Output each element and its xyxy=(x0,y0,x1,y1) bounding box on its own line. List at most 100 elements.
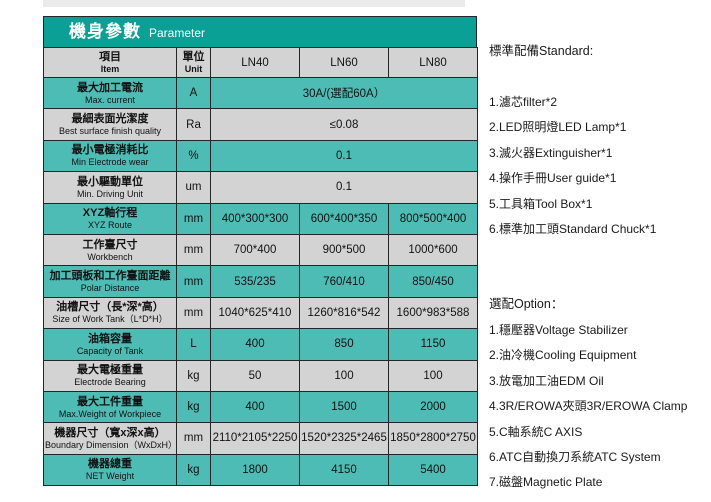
item-cell: 油槽尺寸（長*深*高） Size of Work Tank（L*D*H） xyxy=(43,296,177,330)
value-cell: 100 xyxy=(388,359,478,392)
item-cell: 機器總重 NET Weight xyxy=(43,453,177,487)
value-cell: ≤0.08 xyxy=(210,108,478,141)
list-item: 4.3R/EROWA夾頭3R/EROWA Clamp xyxy=(489,399,688,414)
value-cell: 400 xyxy=(210,390,300,424)
table-row: 油箱容量 Capacity of Tank L 400 850 1150 xyxy=(43,328,478,361)
value-cell: 1800 xyxy=(210,453,300,487)
options-list: 1.穩壓器Voltage Stabilizer 2.油冷機Cooling Equi… xyxy=(489,324,709,489)
item-cell: 最大加工電流 Max. current xyxy=(43,76,177,110)
item-label-zh: 最大電極重量 xyxy=(77,364,143,377)
column-header-item: 項目 Item xyxy=(43,47,177,78)
table-row: 機器尺寸（寬x深x高） Boundary Dimension（WxDxH） mm 21… xyxy=(43,422,478,455)
unit-cell: mm xyxy=(176,233,211,267)
value-cell: 4150 xyxy=(299,453,389,487)
table-row: 最細表面光潔度 Best surface finish quality Ra ≤0.0… xyxy=(43,108,478,141)
list-item: 4.操作手冊User guide*1 xyxy=(489,171,617,186)
options-section: 選配Option： 1.穩壓器Voltage Stabilizer 2.油冷機Co… xyxy=(489,297,709,502)
item-label-zh: 最大工件重量 xyxy=(77,395,143,408)
unit-cell: mm xyxy=(176,202,211,235)
table-row: 加工頭板和工作臺面距離 Polar Distance mm 535/235 760/41… xyxy=(43,265,478,298)
unit-cell: mm xyxy=(176,296,211,330)
table-row: 最小電極消耗比 Min Electrode wear% 0.1 xyxy=(43,139,478,173)
unit-cell: % xyxy=(176,139,211,173)
list-item: 3.放電加工油EDM Oil xyxy=(489,373,604,388)
item-cell: 最細表面光潔度 Best surface finish quality xyxy=(43,108,177,141)
unit-cell: Ra xyxy=(176,108,211,141)
standard-heading: 標準配備Standard: xyxy=(489,44,594,58)
table-row: 最大電極重量 Electrode Bearing kg 50 100 100 xyxy=(43,359,478,392)
item-label-zh: 加工頭板和工作臺面距離 xyxy=(49,270,171,283)
list-item: 3.滅火器Extinguisher*1 xyxy=(489,145,613,160)
item-cell: 機器尺寸（寬x深x高） Boundary Dimension（WxDxH） xyxy=(43,422,177,455)
table-title-en: Parameter xyxy=(149,26,206,40)
value-cell: 600*400*350 xyxy=(299,202,389,235)
standard-list: 1.濾芯filter*2 2.LED照明燈LED Lamp*1 3.滅火器Extin… xyxy=(489,96,709,236)
value-cell: 400 xyxy=(210,328,300,361)
item-label-en: Min. Driving Unit xyxy=(76,188,143,199)
value-cell: 760/410 xyxy=(299,265,389,298)
list-item: 1.穩壓器Voltage Stabilizer xyxy=(489,323,628,337)
item-cell: XYZ軸行程 XYZ Route xyxy=(43,202,177,235)
value-cell: 0.1 xyxy=(210,139,478,173)
item-label-en: Size of Work Tank（L*D*H） xyxy=(52,314,168,325)
value-cell: 850 xyxy=(299,328,389,361)
item-cell: 最小電極消耗比 Min Electrode wear xyxy=(43,139,177,173)
item-label-zh: 機器尺寸（寬x深x高） xyxy=(54,426,166,439)
spec-table-body: 最大加工電流 Max. current A 30A/(選配60A） 最細表面光潔度 Bes… xyxy=(43,76,478,487)
item-label-en: Max. current xyxy=(84,94,135,105)
table-row: 最小驅動單位 Min. Driving Unit um 0.1 xyxy=(43,171,478,204)
value-cell: 2000 xyxy=(388,390,478,424)
value-cell: 1500 xyxy=(299,390,389,424)
item-label-en: XYZ Route xyxy=(87,220,133,231)
column-header-ln40: LN40 xyxy=(210,47,300,78)
table-row: 最大加工電流 Max. current A 30A/(選配60A） xyxy=(43,76,478,110)
item-label-en: Boundary Dimension（WxDxH） xyxy=(45,439,177,450)
unit-cell: kg xyxy=(176,359,211,392)
list-item: 2.油冷機Cooling Equipment xyxy=(489,348,637,363)
column-header-item-en: Item xyxy=(100,64,120,74)
unit-cell: kg xyxy=(176,453,211,487)
value-cell: 800*500*400 xyxy=(388,202,478,235)
item-label-zh: 最細表面光潔度 xyxy=(71,113,149,126)
value-cell: 1850*2800*2750 xyxy=(388,422,478,455)
item-cell: 加工頭板和工作臺面距離 Polar Distance xyxy=(43,265,177,298)
value-cell: 850/450 xyxy=(388,265,478,298)
column-header-ln60: LN60 xyxy=(299,47,389,78)
item-cell: 最小驅動單位 Min. Driving Unit xyxy=(43,171,177,204)
table-row: 最大工件重量 Max.Weight of Workpiece kg 400 1500 20… xyxy=(43,390,478,424)
column-header-item-zh: 項目 xyxy=(99,51,121,63)
item-cell: 最大電極重量 Electrode Bearing xyxy=(43,359,177,392)
column-header-unit-en: Unit xyxy=(184,64,203,74)
item-label-en: Best surface finish quality xyxy=(58,126,162,137)
value-cell: 1150 xyxy=(388,328,478,361)
item-label-zh: 機器總重 xyxy=(88,458,132,471)
options-heading: 選配Option： xyxy=(489,297,564,311)
item-label-en: Workbench xyxy=(87,251,133,262)
list-item: 2.LED照明燈LED Lamp*1 xyxy=(489,120,627,135)
table-title-bar: 機身參數 Parameter xyxy=(43,16,477,47)
table-row: 工作臺尺寸 Workbench mm 700*400 900*500 1000*600 xyxy=(43,233,478,267)
item-label-zh: XYZ軸行程 xyxy=(82,207,138,220)
unit-cell: um xyxy=(176,171,211,204)
item-label-zh: 油箱容量 xyxy=(88,332,132,345)
unit-cell: mm xyxy=(176,265,211,298)
table-title-zh: 機身參數 xyxy=(69,22,141,41)
item-label-en: Electrode Bearing xyxy=(74,377,146,388)
value-cell: 1040*625*410 xyxy=(210,296,300,330)
spec-table: 項目 Item 單位 Unit LN40 LN60 LN80 最大加工電流 Max… xyxy=(43,47,478,487)
standard-equipment-section: 標準配備Standard: 1.濾芯filter*2 2.LED照明燈LED La… xyxy=(489,44,709,248)
item-label-en: Capacity of Tank xyxy=(76,345,144,356)
value-cell: 30A/(選配60A） xyxy=(210,76,478,110)
value-cell: 100 xyxy=(299,359,389,392)
list-item: 5.工具箱Tool Box*1 xyxy=(489,196,593,211)
table-row: 油槽尺寸（長*深*高） Size of Work Tank（L*D*H） mm 104… xyxy=(43,296,478,330)
value-cell: 1520*2325*2465 xyxy=(299,422,389,455)
value-cell: 535/235 xyxy=(210,265,300,298)
value-cell: 700*400 xyxy=(210,233,300,267)
value-cell: 1600*983*588 xyxy=(388,296,478,330)
unit-cell: mm xyxy=(176,422,211,455)
item-label-en: NET Weight xyxy=(85,471,135,482)
unit-cell: L xyxy=(176,328,211,361)
table-header-row: 項目 Item 單位 Unit LN40 LN60 LN80 xyxy=(43,47,478,78)
item-label-en: Max.Weight of Workpiece xyxy=(58,408,162,419)
